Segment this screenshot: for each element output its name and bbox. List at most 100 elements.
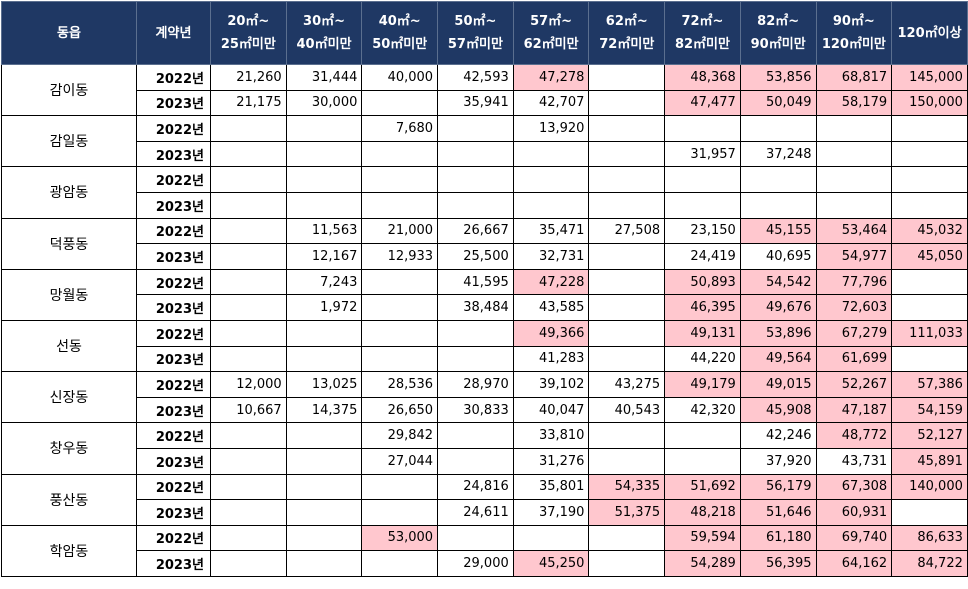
price-cell <box>664 422 741 449</box>
price-cell: 21,260 <box>210 64 287 91</box>
price-cell <box>815 115 893 142</box>
year-cell: 2022년 <box>136 422 211 449</box>
column-header: 62㎡~ 72㎡미만 <box>588 1 666 65</box>
column-header-line: 30㎡~ <box>303 14 346 29</box>
dong-cell: 망월동 <box>1 268 137 321</box>
price-cell: 54,542 <box>739 268 817 296</box>
price-cell: 1,972 <box>285 294 363 321</box>
price-cell <box>285 499 363 526</box>
year-cell: 2023년 <box>136 345 211 373</box>
table-row: 2023년 31,957 37,248 <box>2 140 968 168</box>
price-cell: 52,267 <box>815 371 893 398</box>
column-header-line: 57㎡미만 <box>447 37 503 52</box>
price-cell: 51,692 <box>664 473 741 501</box>
price-cell <box>588 140 666 168</box>
price-cell <box>815 166 893 193</box>
price-cell <box>361 89 439 117</box>
year-cell: 2022년 <box>136 166 211 193</box>
price-cell: 49,015 <box>739 371 817 398</box>
price-cell <box>512 166 590 193</box>
price-cell: 7,680 <box>361 115 439 142</box>
price-cell <box>361 294 439 321</box>
price-cell: 59,594 <box>664 524 741 552</box>
year-cell: 2023년 <box>136 243 211 270</box>
column-header-line: 57㎡~ <box>530 14 573 29</box>
price-cell <box>588 268 666 296</box>
table-row: 감일동 2022년 7,680 13,920 <box>1 115 968 168</box>
table-row: 2023년 10,667 14,375 26,650 30,833 40,047 40,54… <box>2 396 968 424</box>
price-cell: 31,276 <box>512 447 590 475</box>
price-cell: 40,695 <box>739 243 817 270</box>
table-row: 2023년 29,000 45,250 54,289 56,395 64,162 84,72… <box>2 550 968 577</box>
price-cell: 60,931 <box>815 499 893 526</box>
price-cell: 28,970 <box>437 371 514 398</box>
column-header-line: 82㎡미만 <box>674 37 730 52</box>
price-cell <box>588 550 666 577</box>
table-row: 광암동 2022년 <box>1 166 968 219</box>
price-cell <box>210 524 287 552</box>
price-cell <box>588 524 666 552</box>
price-cell <box>815 140 893 168</box>
price-cell: 45,250 <box>512 550 590 577</box>
price-cell <box>210 294 287 321</box>
price-cell <box>437 422 514 449</box>
price-cell: 61,180 <box>739 524 817 552</box>
price-cell <box>891 294 968 321</box>
table-row: 2023년 24,611 37,190 51,375 48,218 51,646 60,93… <box>2 499 968 526</box>
column-header-line: 25㎡미만 <box>220 37 276 52</box>
dong-cell: 감일동 <box>1 115 137 168</box>
price-cell: 53,464 <box>815 217 893 245</box>
year-cell: 2023년 <box>136 89 211 117</box>
price-cell: 56,179 <box>739 473 817 501</box>
column-header-line: 120㎡미만 <box>821 37 886 52</box>
column-header: 57㎡~ 62㎡미만 <box>512 1 590 65</box>
price-cell: 52,127 <box>891 422 968 449</box>
price-cell <box>512 140 590 168</box>
price-cell: 32,731 <box>512 243 590 270</box>
price-cell <box>588 319 666 347</box>
price-cell: 21,175 <box>210 89 287 117</box>
price-cell <box>437 447 514 475</box>
price-cell: 38,484 <box>437 294 514 321</box>
column-header: 72㎡~ 82㎡미만 <box>664 1 741 65</box>
table-header: 동읍 계약년 20㎡~ 25㎡미만 30㎡~ 40㎡미만 40㎡~ 50㎡미만 50㎡~ 57㎡미… <box>1 1 968 65</box>
column-header-line: 72㎡미만 <box>599 37 655 52</box>
price-cell: 41,283 <box>512 345 590 373</box>
column-header: 82㎡~ 90㎡미만 <box>739 1 817 65</box>
year-cell: 2023년 <box>136 294 211 321</box>
price-cell: 49,676 <box>739 294 817 321</box>
price-cell <box>210 422 287 449</box>
price-cell: 51,646 <box>739 499 817 526</box>
price-cell: 24,611 <box>437 499 514 526</box>
price-cell <box>437 345 514 373</box>
price-cell <box>739 166 817 193</box>
price-cell <box>285 319 363 347</box>
price-cell: 29,842 <box>361 422 439 449</box>
price-cell <box>210 243 287 270</box>
price-cell: 40,543 <box>588 396 666 424</box>
price-cell <box>664 447 741 475</box>
price-cell: 77,796 <box>815 268 893 296</box>
price-cell: 53,856 <box>739 64 817 91</box>
price-cell: 47,477 <box>664 89 741 117</box>
price-cell <box>210 115 287 142</box>
table-row: 2023년 1,972 38,484 43,585 46,395 49,676 72,603 <box>2 294 968 321</box>
price-cell: 45,050 <box>891 243 968 270</box>
price-cell: 44,220 <box>664 345 741 373</box>
price-cell <box>664 191 741 219</box>
price-cell <box>588 191 666 219</box>
column-header-line: 62㎡~ <box>605 14 648 29</box>
price-cell: 26,650 <box>361 396 439 424</box>
dong-cell: 광암동 <box>1 166 137 219</box>
year-cell: 2023년 <box>136 396 211 424</box>
column-header: 90㎡~ 120㎡미만 <box>815 1 893 65</box>
price-cell: 86,633 <box>891 524 968 552</box>
column-header: 동읍 <box>1 1 137 65</box>
dong-cell: 덕풍동 <box>1 217 137 270</box>
price-cell: 47,278 <box>512 64 590 91</box>
price-cell <box>285 140 363 168</box>
price-cell: 47,228 <box>512 268 590 296</box>
price-cell: 43,585 <box>512 294 590 321</box>
price-cell: 27,044 <box>361 447 439 475</box>
price-cell <box>361 166 439 193</box>
